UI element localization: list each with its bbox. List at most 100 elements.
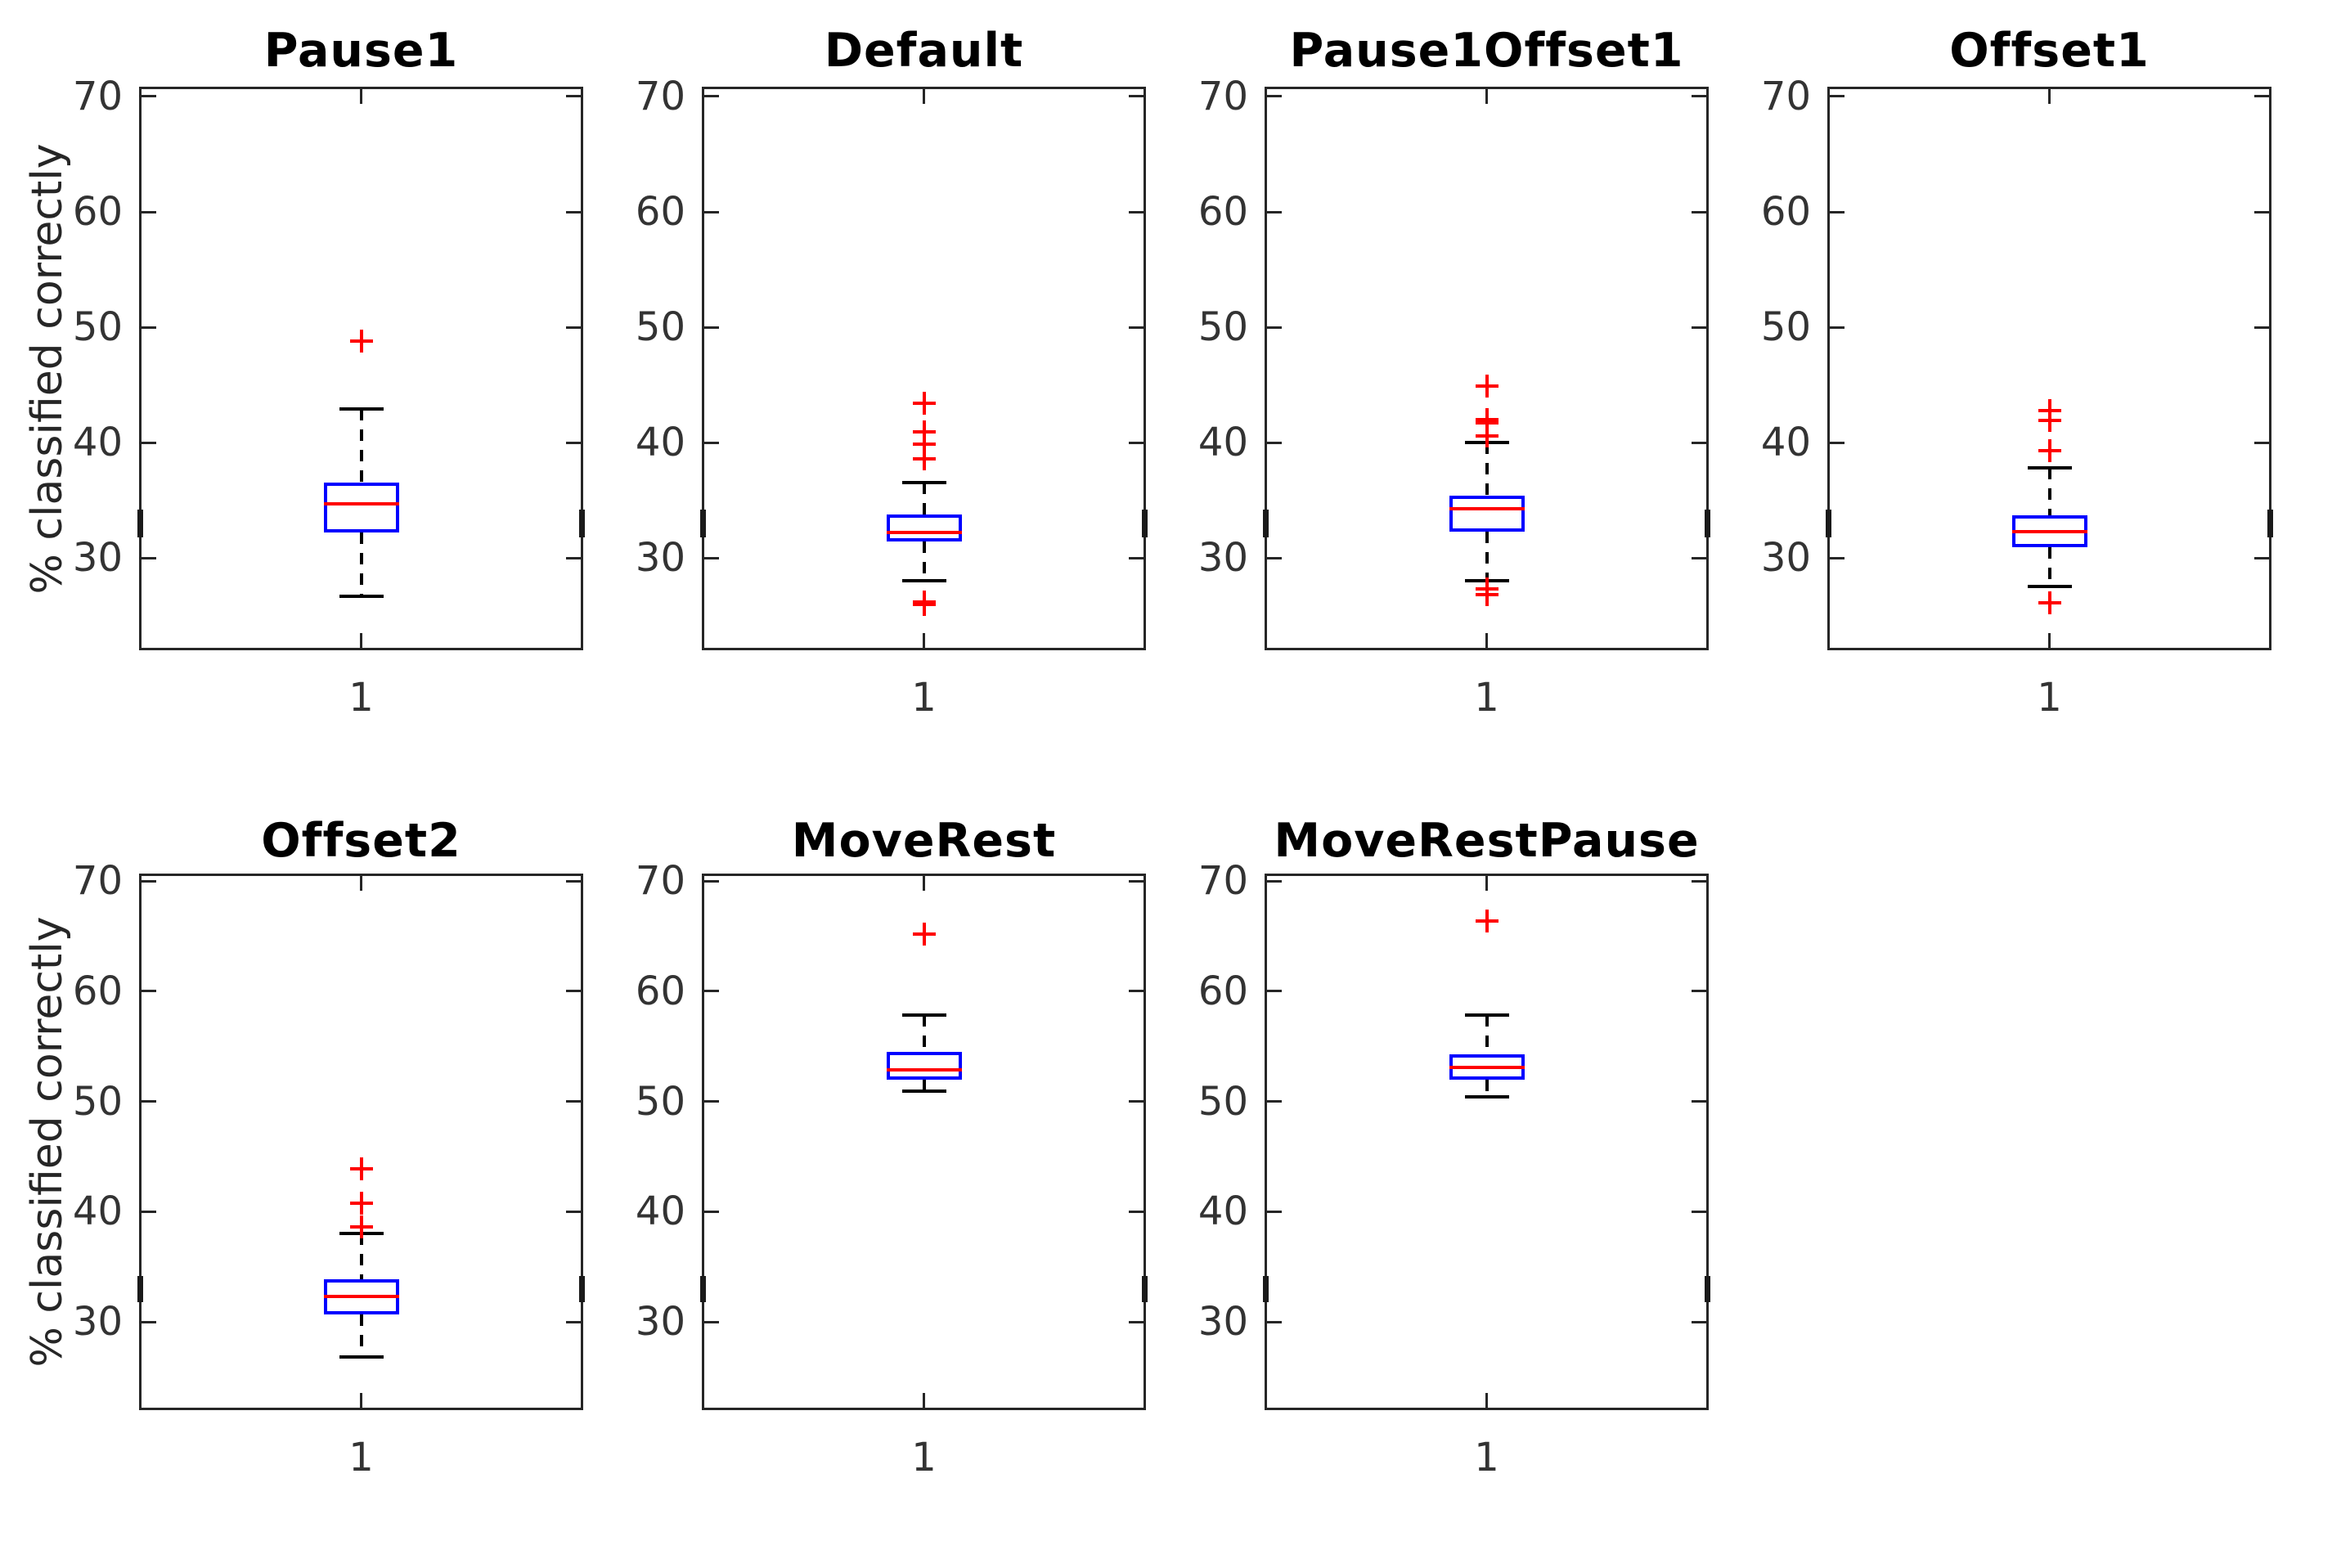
y-tick-right xyxy=(1692,326,1706,329)
y-axis-label: % classified correctly xyxy=(23,916,72,1368)
y-tick-left xyxy=(704,95,719,98)
outlier-marker-vbar xyxy=(359,1157,363,1180)
outlier-marker xyxy=(912,447,936,470)
y-tick-right xyxy=(566,879,581,883)
upper-whisker xyxy=(922,1015,926,1052)
upper-whisker xyxy=(359,1233,363,1279)
subplot-title: Pause1 xyxy=(263,24,459,78)
outlier-marker-vbar xyxy=(922,432,926,456)
outlier-marker xyxy=(912,592,936,616)
y-tick-label: 40 xyxy=(1760,420,1811,466)
subplot-title: Default xyxy=(824,24,1024,78)
edge-mark-left xyxy=(137,1275,143,1302)
edge-mark-left xyxy=(1263,509,1269,537)
y-tick-left xyxy=(1267,1210,1282,1213)
edge-mark-left xyxy=(700,509,706,537)
edge-mark-right xyxy=(579,509,585,537)
y-tick-label: 40 xyxy=(72,420,123,466)
y-tick-left xyxy=(1830,556,1844,559)
y-tick-left xyxy=(1267,1100,1282,1103)
y-tick-right xyxy=(1692,1320,1706,1323)
x-tick-label: 1 xyxy=(911,675,937,721)
y-tick-label: 30 xyxy=(72,1299,123,1346)
outlier-marker xyxy=(1475,375,1499,398)
upper-whisker-cap xyxy=(1464,1013,1509,1018)
x-tick-top xyxy=(360,876,362,891)
y-tick-left xyxy=(142,441,156,444)
y-tick-left xyxy=(1267,879,1282,883)
x-tick-label: 1 xyxy=(348,675,374,721)
y-tick-right xyxy=(566,210,581,213)
y-tick-label: 30 xyxy=(72,535,123,582)
y-tick-label: 30 xyxy=(1760,535,1811,582)
y-axis-label: % classified correctly xyxy=(23,142,72,595)
outlier-marker xyxy=(1475,424,1499,447)
median-line xyxy=(323,1295,399,1299)
y-tick-left xyxy=(704,210,719,213)
outlier-marker-vbar xyxy=(2047,438,2051,462)
y-tick-left xyxy=(1267,990,1282,993)
iqr-box xyxy=(886,1051,962,1080)
y-tick-left xyxy=(704,1100,719,1103)
outlier-marker-vbar xyxy=(922,592,926,616)
y-tick-label: 40 xyxy=(635,1188,685,1235)
outlier-marker xyxy=(2038,438,2061,462)
upper-whisker xyxy=(359,409,363,483)
y-tick-left xyxy=(142,210,156,213)
x-tick-bottom xyxy=(1485,1393,1488,1408)
outlier-marker-vbar xyxy=(2047,409,2051,433)
y-tick-left xyxy=(142,879,156,883)
y-tick-left xyxy=(704,1320,719,1323)
y-tick-right xyxy=(1129,1320,1144,1323)
outlier-marker-vbar xyxy=(922,420,926,444)
outlier-marker-vbar xyxy=(922,392,926,416)
y-tick-label: 70 xyxy=(72,73,123,119)
outlier-marker xyxy=(2038,409,2061,433)
lower-whisker xyxy=(922,1079,926,1092)
y-tick-label: 60 xyxy=(72,968,123,1014)
lower-whisker-cap xyxy=(1464,1095,1509,1099)
y-tick-right xyxy=(1692,441,1706,444)
y-tick-left xyxy=(704,556,719,559)
iqr-box xyxy=(886,514,962,542)
x-tick-bottom xyxy=(1485,633,1488,648)
axes-MoveRestPause xyxy=(1265,874,1709,1410)
subplot-title: Offset1 xyxy=(1949,24,2150,78)
upper-whisker xyxy=(2047,468,2051,515)
y-tick-label: 50 xyxy=(72,1078,123,1125)
outlier-marker xyxy=(349,1191,373,1215)
y-tick-right xyxy=(1129,556,1144,559)
axes-Offset1 xyxy=(1827,87,2271,650)
y-tick-right xyxy=(566,441,581,444)
y-tick-right xyxy=(1692,1210,1706,1213)
edge-mark-right xyxy=(1142,509,1148,537)
y-tick-left xyxy=(142,990,156,993)
upper-whisker xyxy=(922,483,926,514)
lower-whisker-cap xyxy=(339,594,384,598)
upper-whisker-cap xyxy=(2027,466,2072,470)
outlier-marker xyxy=(349,1215,373,1239)
outlier-marker xyxy=(912,420,936,444)
y-tick-label: 70 xyxy=(1197,858,1248,905)
median-line xyxy=(1449,1065,1525,1069)
outlier-marker xyxy=(349,1157,373,1180)
y-tick-left xyxy=(1267,441,1282,444)
y-tick-label: 40 xyxy=(1197,1188,1248,1235)
axes-MoveRest xyxy=(702,874,1146,1410)
upper-whisker xyxy=(1485,1015,1489,1054)
y-tick-left xyxy=(1267,326,1282,329)
y-tick-left xyxy=(142,95,156,98)
edge-mark-left xyxy=(1263,1275,1269,1302)
y-tick-label: 70 xyxy=(1760,73,1811,119)
outlier-marker xyxy=(912,432,936,456)
y-tick-right xyxy=(1692,879,1706,883)
y-tick-left xyxy=(1267,556,1282,559)
lower-whisker xyxy=(2047,547,2051,587)
x-tick-bottom xyxy=(923,1393,925,1408)
y-tick-right xyxy=(1129,990,1144,993)
y-tick-right xyxy=(1692,556,1706,559)
y-tick-label: 60 xyxy=(635,968,685,1014)
x-tick-top xyxy=(1485,876,1488,891)
y-tick-right xyxy=(1129,441,1144,444)
median-line xyxy=(323,501,399,505)
